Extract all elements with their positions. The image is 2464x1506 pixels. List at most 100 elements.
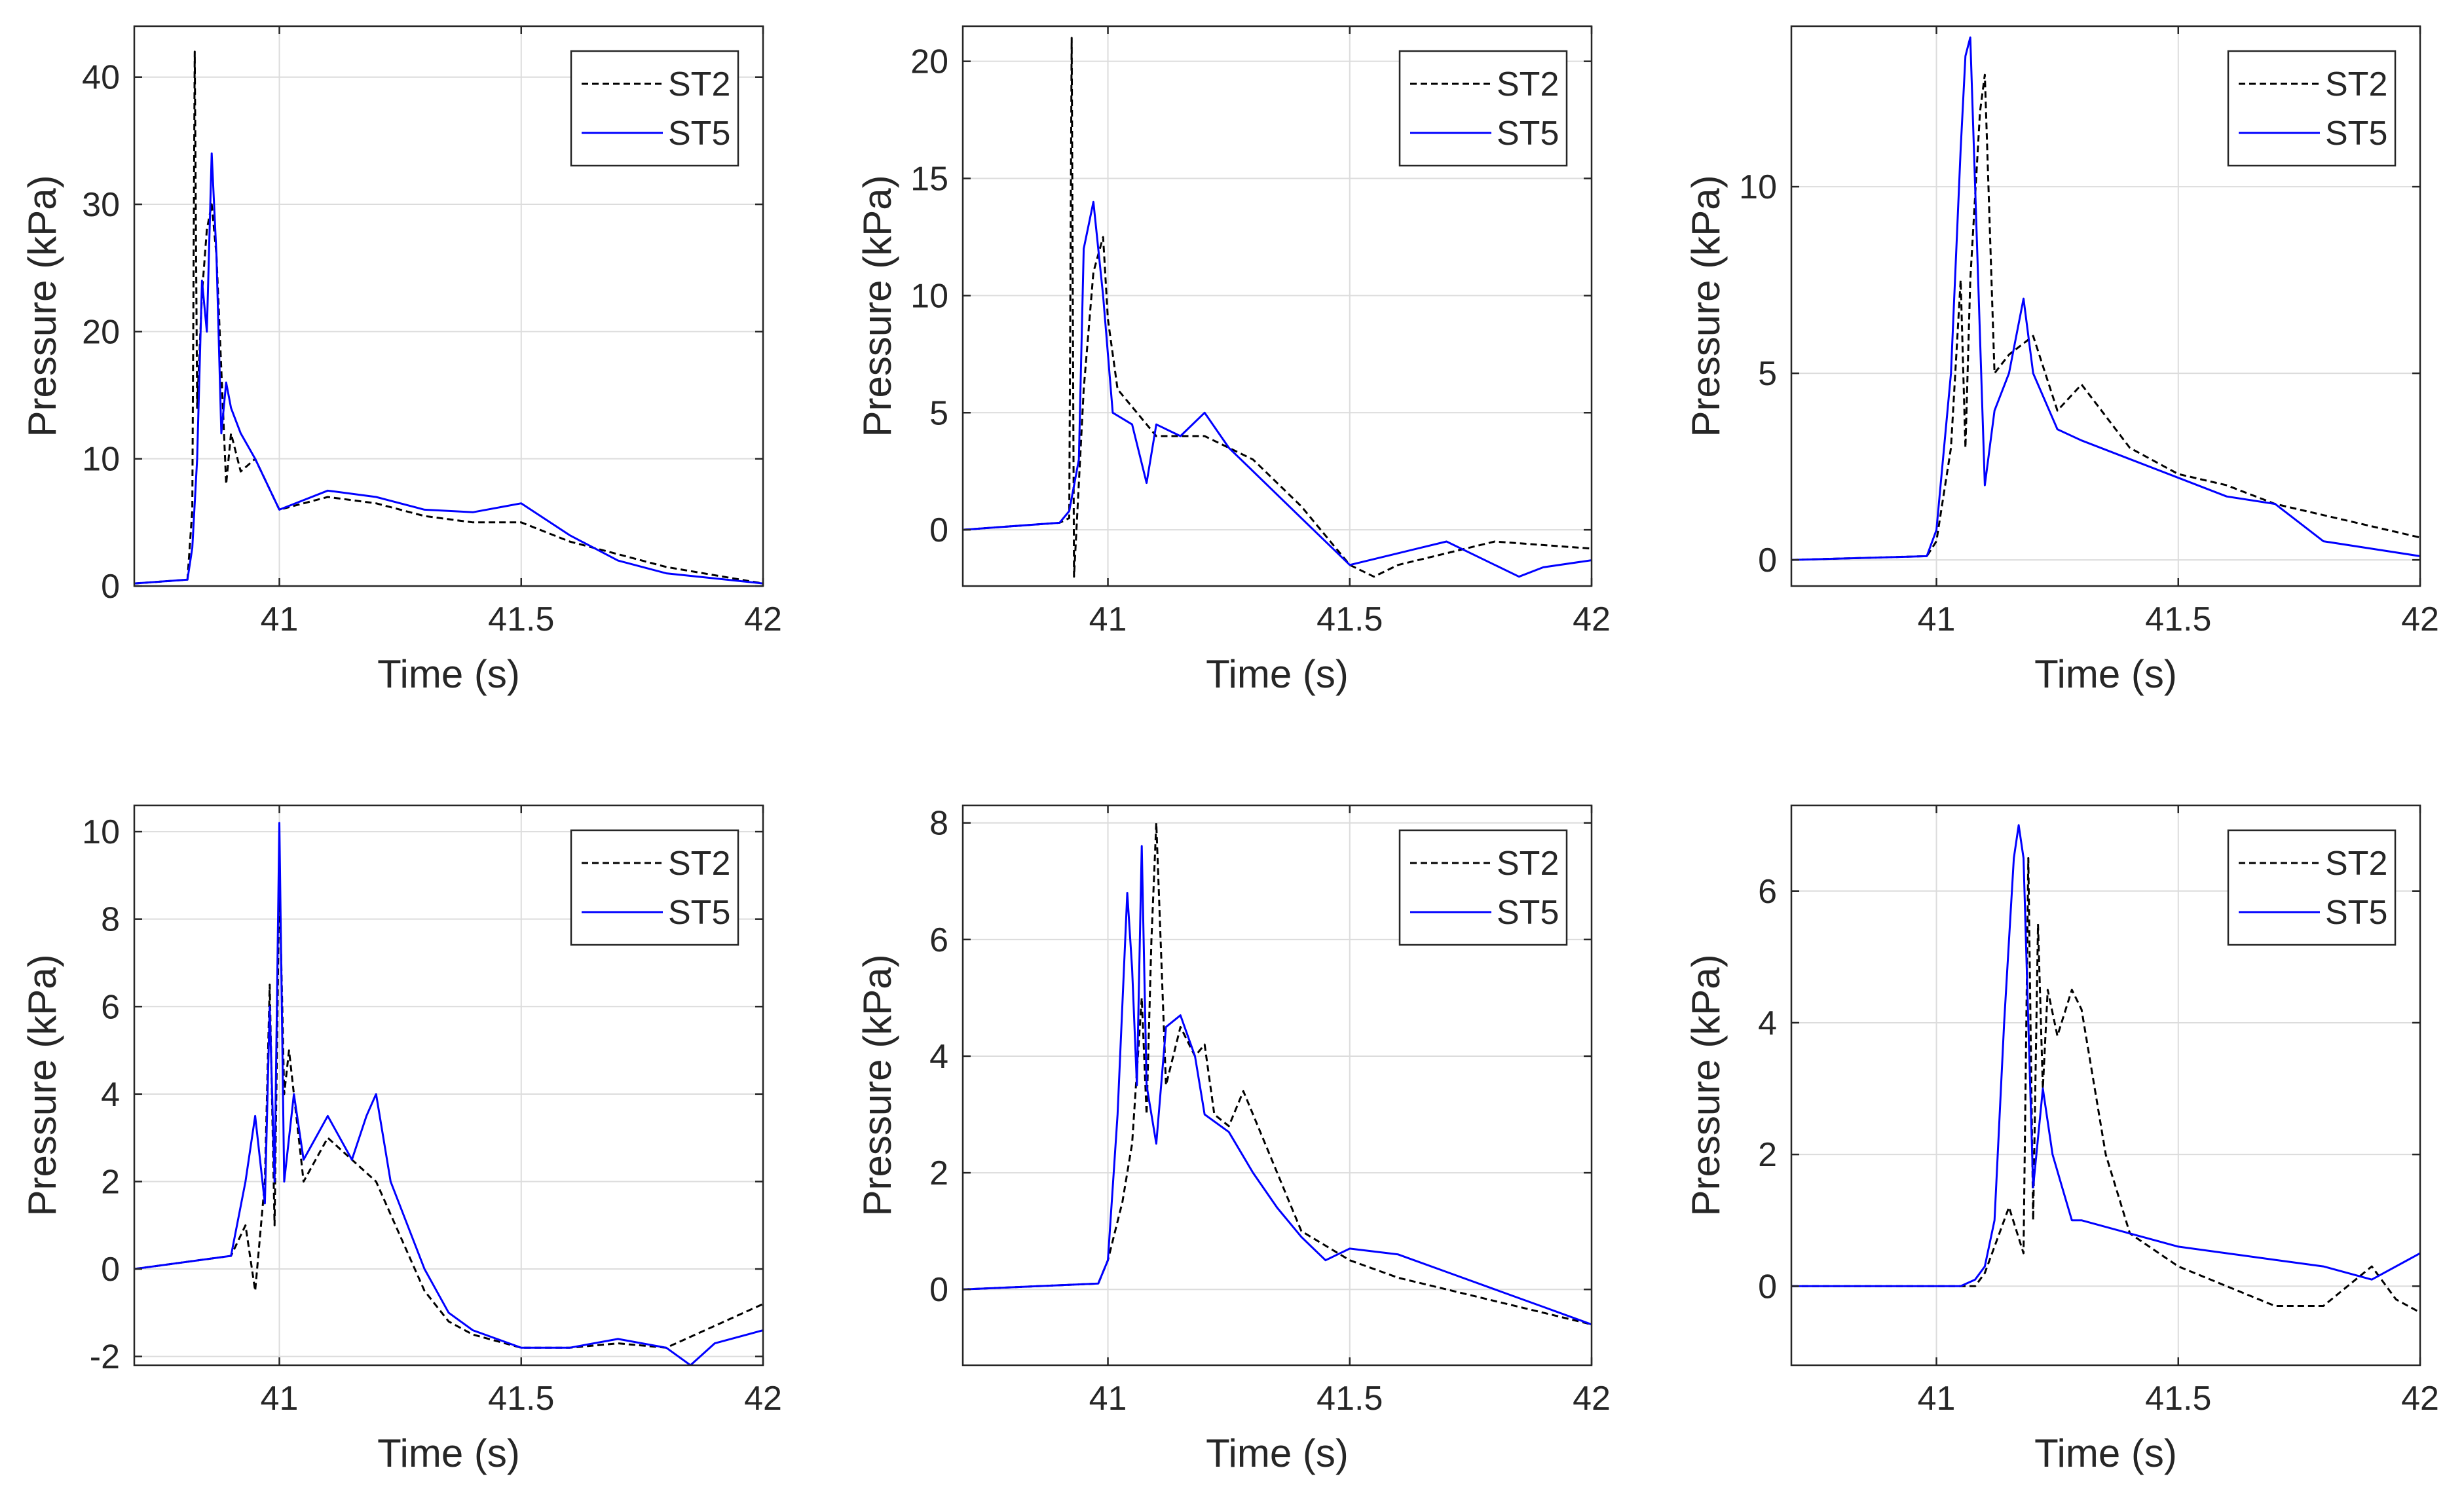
legend-label-st5: ST5	[2325, 894, 2387, 932]
y-tick-label: 10	[82, 813, 120, 851]
y-axis-label: Pressure (kPa)	[20, 175, 64, 437]
series-line-st2	[134, 50, 763, 585]
y-tick-label: 0	[929, 511, 948, 549]
y-tick-label: 2	[1758, 1136, 1777, 1174]
x-tick-label: 42	[744, 600, 782, 638]
x-tick-label: 41	[1089, 1380, 1127, 1418]
series-line-st2	[963, 822, 1592, 1326]
legend-label-st5: ST5	[1497, 894, 1559, 932]
y-tick-label: 6	[101, 988, 120, 1026]
x-tick-label: 42	[2401, 1380, 2439, 1418]
y-tick-label: 6	[1758, 873, 1777, 911]
y-axis-label: Pressure (kPa)	[855, 954, 899, 1216]
y-tick-label: 4	[1758, 1004, 1777, 1042]
y-tick-label: 2	[101, 1163, 120, 1201]
y-tick-label: 10	[82, 441, 120, 479]
chart-panel-1: 41 41.5 42 0 10 20 30 40 Time (s) Pressure (kPa) S…	[20, 25, 782, 696]
y-tick-label: 15	[910, 160, 948, 198]
y-tick-label: 5	[929, 394, 948, 432]
x-tick-label: 41	[261, 600, 299, 638]
legend-label-st5: ST5	[2325, 115, 2387, 153]
series-line-st2	[1791, 857, 2420, 1313]
y-tick-label: 5	[1758, 355, 1777, 393]
y-tick-label: 0	[1758, 542, 1777, 579]
y-tick-label: 10	[910, 277, 948, 315]
series-line-st5	[963, 845, 1592, 1326]
x-tick-label: 41.5	[1316, 600, 1383, 638]
y-tick-label: 0	[101, 1251, 120, 1289]
axes-frame	[133, 804, 764, 1367]
y-tick-label: 40	[82, 59, 120, 97]
x-axis-label: Time (s)	[2034, 1431, 2177, 1475]
x-tick-label: 41	[261, 1380, 299, 1418]
y-tick-label: 30	[82, 186, 120, 224]
legend-label-st2: ST2	[668, 845, 730, 883]
legend-label-st5: ST5	[668, 894, 730, 932]
y-axis-label: Pressure (kPa)	[20, 954, 64, 1216]
series-line-st5	[134, 822, 763, 1365]
y-axis-label: Pressure (kPa)	[1684, 954, 1728, 1216]
axes-frame	[1790, 25, 2421, 587]
x-tick-label: 41	[1918, 600, 1956, 638]
y-tick-label: 10	[1739, 168, 1777, 206]
x-tick-label: 42	[1573, 1380, 1611, 1418]
x-tick-label: 41	[1089, 600, 1127, 638]
legend-label-st5: ST5	[1497, 115, 1559, 153]
series-line-st5	[134, 152, 763, 585]
y-tick-label: 0	[101, 568, 120, 606]
axes-frame	[961, 804, 1593, 1367]
series-line-st5	[1791, 824, 2420, 1287]
legend-box	[570, 829, 739, 946]
chart-panel-4: 41 41.5 42 -2 0 2 4 6 8 10 Time (s) Pressure (kPa) S…	[20, 804, 782, 1475]
legend-box	[1398, 829, 1568, 946]
y-tick-label: 20	[82, 313, 120, 351]
y-tick-label: 4	[929, 1038, 948, 1076]
legend-label-st2: ST2	[2325, 65, 2387, 103]
x-tick-label: 41.5	[488, 600, 554, 638]
y-tick-label: 6	[929, 921, 948, 959]
axes-frame	[961, 25, 1593, 587]
legend-label-st5: ST5	[668, 115, 730, 153]
legend-box	[570, 50, 739, 167]
y-tick-label: 4	[101, 1076, 120, 1114]
axes-frame	[133, 25, 764, 587]
series-line-st2	[1791, 73, 2420, 561]
x-axis-label: Time (s)	[377, 652, 520, 696]
legend-box	[2227, 50, 2397, 167]
x-axis-label: Time (s)	[1206, 652, 1349, 696]
y-tick-label: 2	[929, 1154, 948, 1192]
y-tick-label: 0	[1758, 1268, 1777, 1306]
x-tick-label: 42	[1573, 600, 1611, 638]
legend-label-st2: ST2	[1497, 845, 1559, 883]
x-tick-label: 41.5	[2145, 600, 2211, 638]
chart-panel-2: 41 41.5 42 0 5 10 15 20 Time (s) Pressure (kPa) ST…	[855, 25, 1611, 696]
x-axis-label: Time (s)	[2034, 652, 2177, 696]
legend-box	[1398, 50, 1568, 167]
legend-label-st2: ST2	[668, 65, 730, 103]
y-tick-label: 0	[929, 1271, 948, 1309]
series-line-st5	[963, 200, 1592, 578]
legend-label-st2: ST2	[1497, 65, 1559, 103]
x-tick-label: 42	[2401, 600, 2439, 638]
y-tick-label: -2	[90, 1338, 120, 1376]
x-tick-label: 41.5	[2145, 1380, 2211, 1418]
legend-label-st2: ST2	[2325, 845, 2387, 883]
y-axis-label: Pressure (kPa)	[1684, 175, 1728, 437]
legend-box	[2227, 829, 2397, 946]
x-axis-label: Time (s)	[377, 1431, 520, 1475]
x-tick-label: 41	[1918, 1380, 1956, 1418]
x-tick-label: 42	[744, 1380, 782, 1418]
axes-frame	[1790, 804, 2421, 1367]
series-line-st5	[1791, 36, 2420, 561]
y-tick-label: 8	[929, 805, 948, 843]
